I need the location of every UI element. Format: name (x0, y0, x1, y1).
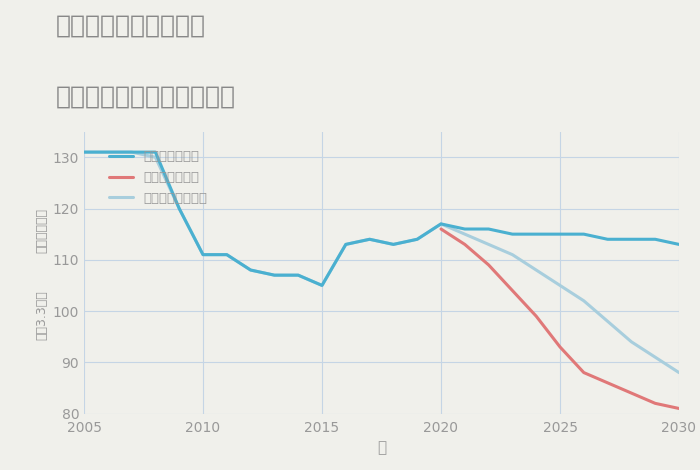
ノーマルシナリオ (508, 252, 517, 258)
ノーマルシナリオ (270, 272, 279, 278)
Legend: グッドシナリオ, バッドシナリオ, ノーマルシナリオ: グッドシナリオ, バッドシナリオ, ノーマルシナリオ (102, 144, 214, 212)
グッドシナリオ (294, 272, 302, 278)
ノーマルシナリオ (127, 149, 136, 155)
グッドシナリオ (342, 242, 350, 247)
グッドシナリオ (175, 206, 183, 212)
バッドシナリオ (484, 262, 493, 268)
Line: グッドシナリオ: グッドシナリオ (84, 152, 679, 285)
ノーマルシナリオ (389, 242, 398, 247)
Text: 平（3.3㎡）: 平（3.3㎡） (36, 290, 49, 340)
グッドシナリオ (461, 226, 469, 232)
グッドシナリオ (580, 231, 588, 237)
ノーマルシナリオ (413, 236, 421, 242)
グッドシナリオ (556, 231, 564, 237)
グッドシナリオ (318, 282, 326, 288)
ノーマルシナリオ (484, 242, 493, 247)
バッドシナリオ (580, 370, 588, 376)
ノーマルシナリオ (651, 354, 659, 360)
ノーマルシナリオ (80, 149, 88, 155)
グッドシナリオ (104, 149, 112, 155)
ノーマルシナリオ (580, 298, 588, 304)
ノーマルシナリオ (365, 236, 374, 242)
グッドシナリオ (627, 236, 636, 242)
グッドシナリオ (413, 236, 421, 242)
ノーマルシナリオ (151, 155, 160, 160)
ノーマルシナリオ (603, 319, 612, 324)
Text: 単価（万円）: 単価（万円） (36, 208, 49, 253)
ノーマルシナリオ (461, 231, 469, 237)
グッドシナリオ (246, 267, 255, 273)
ノーマルシナリオ (246, 267, 255, 273)
グッドシナリオ (532, 231, 540, 237)
Line: ノーマルシナリオ: ノーマルシナリオ (84, 152, 679, 373)
ノーマルシナリオ (342, 242, 350, 247)
グッドシナリオ (199, 252, 207, 258)
Text: 中古マンションの価格推移: 中古マンションの価格推移 (56, 85, 236, 109)
バッドシナリオ (627, 390, 636, 396)
グッドシナリオ (508, 231, 517, 237)
バッドシナリオ (603, 380, 612, 386)
ノーマルシナリオ (223, 252, 231, 258)
ノーマルシナリオ (675, 370, 683, 376)
バッドシナリオ (437, 226, 445, 232)
グッドシナリオ (127, 149, 136, 155)
グッドシナリオ (151, 149, 160, 155)
バッドシナリオ (675, 406, 683, 411)
X-axis label: 年: 年 (377, 440, 386, 455)
グッドシナリオ (651, 236, 659, 242)
ノーマルシナリオ (627, 339, 636, 345)
Text: 奈良県橿原市小綱町の: 奈良県橿原市小綱町の (56, 14, 206, 38)
グッドシナリオ (675, 242, 683, 247)
Line: バッドシナリオ: バッドシナリオ (441, 229, 679, 408)
ノーマルシナリオ (199, 252, 207, 258)
グッドシナリオ (80, 149, 88, 155)
ノーマルシナリオ (532, 267, 540, 273)
バッドシナリオ (556, 344, 564, 350)
ノーマルシナリオ (294, 272, 302, 278)
グッドシナリオ (223, 252, 231, 258)
バッドシナリオ (532, 313, 540, 319)
グッドシナリオ (603, 236, 612, 242)
グッドシナリオ (389, 242, 398, 247)
バッドシナリオ (651, 400, 659, 406)
グッドシナリオ (270, 272, 279, 278)
ノーマルシナリオ (437, 221, 445, 227)
ノーマルシナリオ (318, 282, 326, 288)
バッドシナリオ (508, 288, 517, 293)
グッドシナリオ (365, 236, 374, 242)
グッドシナリオ (484, 226, 493, 232)
ノーマルシナリオ (104, 149, 112, 155)
ノーマルシナリオ (556, 282, 564, 288)
バッドシナリオ (461, 242, 469, 247)
グッドシナリオ (437, 221, 445, 227)
ノーマルシナリオ (175, 206, 183, 212)
